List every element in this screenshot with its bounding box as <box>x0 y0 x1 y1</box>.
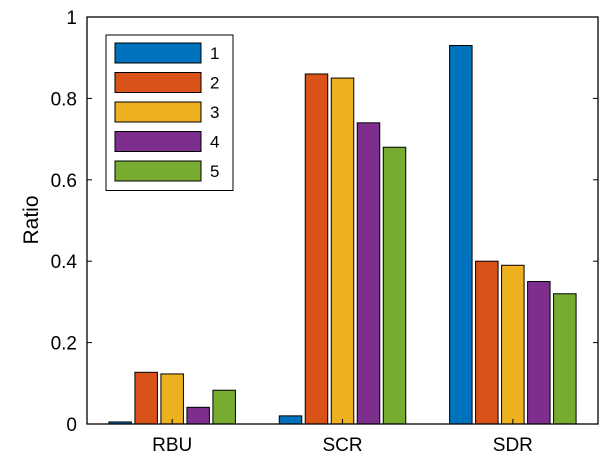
bar-scr-series-2 <box>304 73 329 425</box>
bar-sdr-series-5 <box>553 293 577 425</box>
y-axis: 0 0.2 0.4 0.6 0.8 1 <box>51 8 598 436</box>
bar-rbu-series-4 <box>186 406 210 425</box>
legend-swatch-2 <box>114 72 202 93</box>
legend-swatch-5 <box>114 160 202 182</box>
y-tick-label: 0.8 <box>51 89 77 110</box>
bar-sdr-series-4 <box>527 281 551 425</box>
bars-group <box>108 44 577 425</box>
bar-scr-series-5 <box>382 146 407 425</box>
y-tick-label: 0.2 <box>51 334 77 355</box>
bar-sdr-series-1 <box>449 44 473 425</box>
y-tick-label: 0.6 <box>51 171 77 192</box>
y-tick-label: 0.4 <box>51 252 78 273</box>
legend: 1 2 3 4 5 <box>105 34 234 191</box>
y-tick-label: 0 <box>66 415 77 436</box>
legend-label-2: 2 <box>210 74 219 93</box>
legend-swatch-3 <box>114 101 202 123</box>
legend-label-5: 5 <box>210 162 219 181</box>
legend-label-4: 4 <box>210 133 219 152</box>
bar-sdr-series-2 <box>475 260 499 425</box>
y-tick-label: 1 <box>66 8 77 29</box>
legend-swatch-4 <box>114 131 202 152</box>
y-axis-label: Ratio <box>20 195 43 244</box>
legend-label-1: 1 <box>210 44 219 63</box>
bar-scr-series-3 <box>330 77 355 425</box>
bar-rbu-series-3 <box>160 373 184 425</box>
bar-scr-series-1 <box>278 415 303 425</box>
legend-label-3: 3 <box>210 103 219 122</box>
bar-rbu-series-2 <box>134 371 158 425</box>
x-tick-label: SCR <box>322 435 362 456</box>
bar-scr-series-4 <box>356 122 381 425</box>
bar-sdr-series-3 <box>501 264 525 425</box>
x-tick-label: RBU <box>152 435 192 456</box>
bar-rbu-series-5 <box>212 389 236 425</box>
legend-swatch-1 <box>114 42 202 64</box>
x-tick-label: SDR <box>493 435 533 456</box>
x-axis: RBU SCR SDR <box>152 419 533 456</box>
